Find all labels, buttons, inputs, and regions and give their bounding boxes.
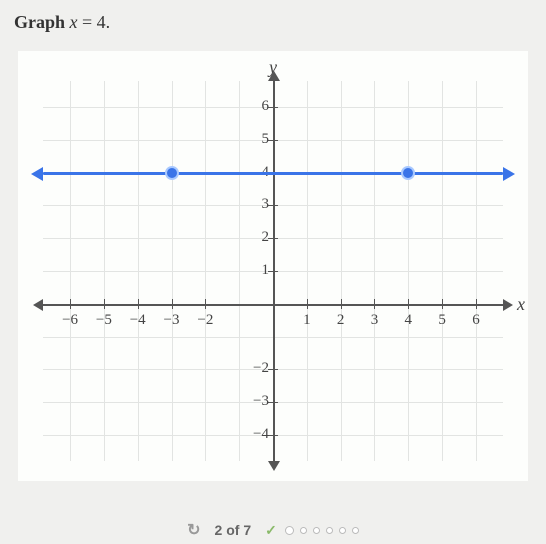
checkmark-icon: ✓ bbox=[265, 522, 277, 539]
prompt-equation-lhs: x bbox=[70, 12, 78, 32]
plotted-line[interactable] bbox=[43, 172, 503, 175]
prompt-bold: Graph bbox=[14, 12, 65, 32]
progress-dot[interactable] bbox=[300, 527, 307, 534]
progress-dot[interactable] bbox=[326, 527, 333, 534]
x-axis-label: x bbox=[517, 294, 525, 315]
coordinate-graph[interactable]: −6−5−4−3−2123456123456−2−3−4 y x bbox=[18, 51, 528, 481]
progress-dots bbox=[285, 526, 359, 535]
grid-area: −6−5−4−3−2123456123456−2−3−4 bbox=[43, 81, 503, 461]
line-marker[interactable] bbox=[401, 166, 415, 180]
progress-dot[interactable] bbox=[313, 527, 320, 534]
progress-dot[interactable] bbox=[285, 526, 294, 535]
refresh-icon[interactable]: ↻ bbox=[187, 520, 200, 540]
question-prompt: Graph x = 4. bbox=[14, 12, 532, 33]
y-axis-label: y bbox=[269, 57, 277, 78]
progress-text: 2 of 7 bbox=[215, 522, 252, 538]
prompt-equation-rhs: 4 bbox=[97, 12, 106, 32]
progress-bar: ↻ 2 of 7 ✓ bbox=[0, 520, 546, 540]
line-marker[interactable] bbox=[165, 166, 179, 180]
progress-dot[interactable] bbox=[339, 527, 346, 534]
progress-dot[interactable] bbox=[352, 527, 359, 534]
